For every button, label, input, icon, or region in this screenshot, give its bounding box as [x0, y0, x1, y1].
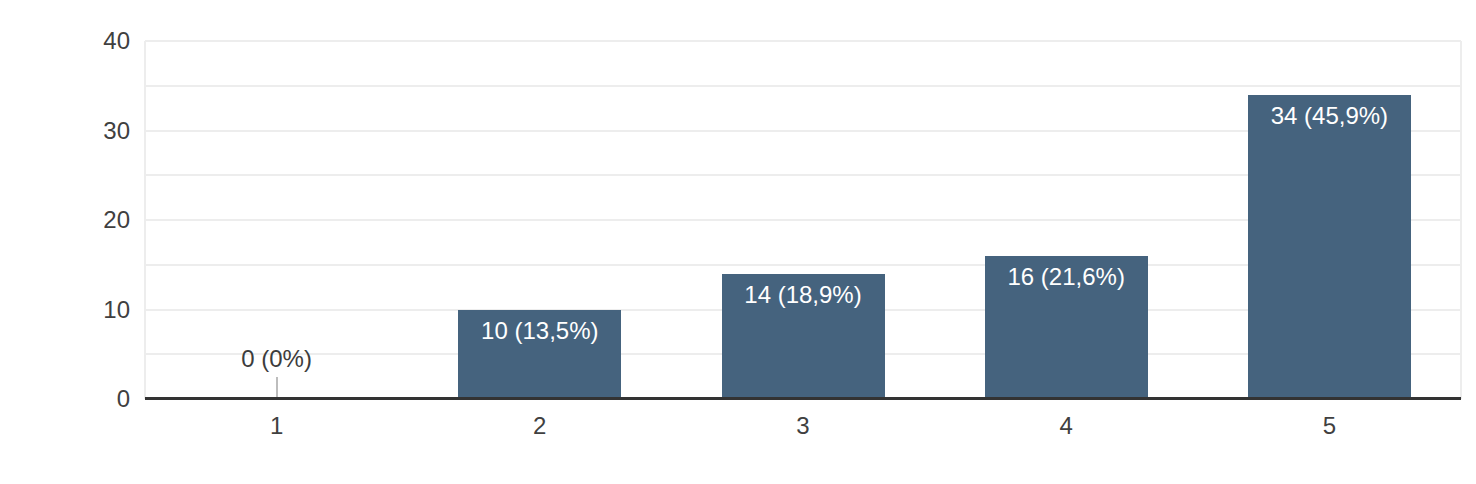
- y-axis-tick-label: 30: [0, 117, 130, 145]
- bar-value-label: 0 (0%): [241, 345, 312, 373]
- x-axis-line: [145, 397, 1461, 400]
- y-axis-tick-label: 40: [0, 27, 130, 55]
- bar-value-label: 10 (13,5%): [458, 317, 621, 345]
- bar-value-label: 14 (18,9%): [722, 281, 885, 309]
- zero-bar-stub: [276, 377, 278, 399]
- x-axis-tick-label: 2: [533, 412, 546, 440]
- bar[interactable]: 10 (13,5%): [458, 310, 621, 400]
- y-axis-tick-label: 0: [0, 385, 130, 413]
- y-axis-tick-label: 10: [0, 296, 130, 324]
- gridline: [145, 85, 1461, 87]
- x-axis-tick-label: 5: [1323, 412, 1336, 440]
- x-axis-tick-label: 4: [1060, 412, 1073, 440]
- bar[interactable]: 14 (18,9%): [722, 274, 885, 399]
- bar-chart: 0 (0%) 10 (13,5%) 14 (18,9%) 16 (21,6%) 34 (…: [0, 0, 1476, 484]
- gridline: [145, 40, 1461, 42]
- plot-area: 0 (0%) 10 (13,5%) 14 (18,9%) 16 (21,6%) 34 (…: [145, 41, 1461, 399]
- bar[interactable]: 34 (45,9%): [1248, 95, 1411, 399]
- x-axis-tick-label: 3: [796, 412, 809, 440]
- y-axis-tick-label: 20: [0, 206, 130, 234]
- bar-value-label: 34 (45,9%): [1248, 102, 1411, 130]
- bar-value-label: 16 (21,6%): [985, 263, 1148, 291]
- bar[interactable]: 16 (21,6%): [985, 256, 1148, 399]
- x-axis-tick-label: 1: [270, 412, 283, 440]
